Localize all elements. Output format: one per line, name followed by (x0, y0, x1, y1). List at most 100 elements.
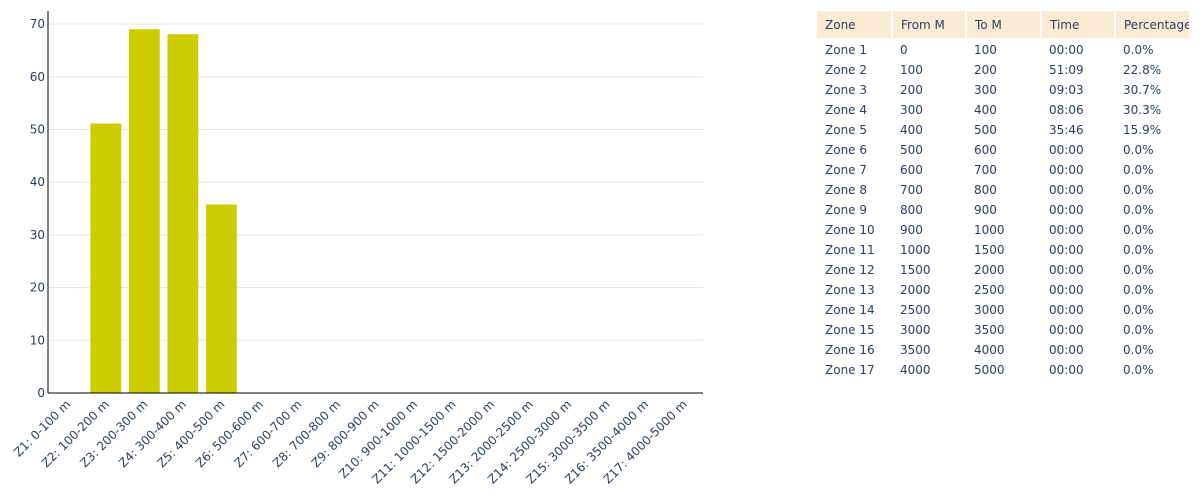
table-cell: Zone 12 (825, 263, 875, 277)
table-cell: 0.0% (1123, 323, 1154, 337)
table-row: Zone 5 400 500 35:46 15.9% (817, 120, 1189, 140)
table-cell: 800 (900, 203, 923, 217)
bar (205, 204, 237, 393)
table-cell: 00:00 (1049, 143, 1084, 157)
table-cell: Zone 5 (825, 123, 867, 137)
table-cell: 100 (974, 43, 997, 57)
zone-table: Zone From M To M Time Percentage Zone 1 0 100 0… (817, 11, 1189, 380)
table-cell: 00:00 (1049, 183, 1084, 197)
table-row: Zone 7 600 700 00:00 0.0% (817, 160, 1189, 180)
x-tick-label: Z2: 100-200 m (39, 397, 112, 470)
table-cell: Zone 1 (825, 43, 867, 57)
table-cell: 800 (974, 183, 997, 197)
table-cell: 0.0% (1123, 163, 1154, 177)
table-cell: 3000 (974, 303, 1005, 317)
table-cell: 2000 (900, 283, 931, 297)
y-tick-label: 60 (30, 70, 45, 84)
table-cell: 15.9% (1123, 123, 1162, 137)
table-cell: 00:00 (1049, 243, 1084, 257)
x-tick-label: Z3: 200-300 m (77, 397, 150, 470)
table-cell: 00:00 (1049, 283, 1084, 297)
y-axis-ticks: 0 10 20 30 40 50 60 70 (30, 17, 45, 400)
table-cell: 200 (974, 63, 997, 77)
table-cell: 900 (900, 223, 923, 237)
x-tick-label: Z9: 800-900 m (309, 397, 382, 470)
column-header: Zone (817, 11, 893, 38)
table-row: Zone 2 100 200 51:09 22.8% (817, 60, 1189, 80)
table-row: Zone 1 0 100 00:00 0.0% (817, 38, 1189, 60)
table-cell: 08:06 (1049, 103, 1084, 117)
table-cell: 00:00 (1049, 323, 1084, 337)
y-tick-label: 50 (30, 123, 45, 137)
table-cell: 0.0% (1123, 283, 1154, 297)
table-cell: 00:00 (1049, 43, 1084, 57)
table-row: Zone 3 200 300 09:03 30.7% (817, 80, 1189, 100)
table-row: Zone 12 1500 2000 00:00 0.0% (817, 260, 1189, 280)
table-cell: Zone 8 (825, 183, 867, 197)
table-row: Zone 15 3000 3500 00:00 0.0% (817, 320, 1189, 340)
y-tick-label: 30 (30, 228, 45, 242)
table-cell: 0.0% (1123, 183, 1154, 197)
bar (167, 34, 199, 394)
table-cell: 600 (974, 143, 997, 157)
table-cell: 00:00 (1049, 263, 1084, 277)
table-cell: 5000 (974, 363, 1005, 377)
table-cell: 0.0% (1123, 243, 1154, 257)
y-tick-label: 10 (30, 333, 45, 347)
table-cell: 00:00 (1049, 163, 1084, 177)
table-cell: Zone 3 (825, 83, 867, 97)
table-row: Zone 6 500 600 00:00 0.0% (817, 140, 1189, 160)
table-cell: 1000 (974, 223, 1005, 237)
table-cell: 00:00 (1049, 303, 1084, 317)
table-cell: 0.0% (1123, 143, 1154, 157)
table-cell: 4000 (900, 363, 931, 377)
table-cell: Zone 16 (825, 343, 875, 357)
table-cell: 30.3% (1123, 103, 1162, 117)
table-cell: 0.0% (1123, 223, 1154, 237)
table-cell: 0.0% (1123, 343, 1154, 357)
y-tick-label: 20 (30, 281, 45, 295)
x-axis-ticks: Z1: 0-100 mZ2: 100-200 mZ3: 200-300 mZ4:… (11, 397, 690, 486)
zone-table-grid: Zone From M To M Time Percentage Zone 1 0 100 0… (817, 11, 1189, 380)
table-cell: 400 (974, 103, 997, 117)
table-cell: 300 (974, 83, 997, 97)
column-header: From M (892, 11, 967, 38)
table-cell: 00:00 (1049, 363, 1084, 377)
table-cell: 0.0% (1123, 363, 1154, 377)
table-row: Zone 13 2000 2500 00:00 0.0% (817, 280, 1189, 300)
column-header: To M (966, 11, 1042, 38)
table-cell: Zone 9 (825, 203, 867, 217)
table-cell: 00:00 (1049, 343, 1084, 357)
column-header: Percentage (1115, 11, 1189, 38)
table-cell: 30.7% (1123, 83, 1162, 97)
table-cell: 00:00 (1049, 203, 1084, 217)
table-cell: 1500 (974, 243, 1005, 257)
table-cell: 1500 (900, 263, 931, 277)
table-cell: 51:09 (1049, 63, 1084, 77)
x-tick-label: Z4: 300-400 m (116, 397, 189, 470)
table-cell: Zone 2 (825, 63, 867, 77)
table-body: Zone 1 0 100 00:00 0.0% Zone 2 100 200 51:09 22.8… (817, 38, 1189, 380)
table-cell: Zone 7 (825, 163, 867, 177)
table-cell: 0.0% (1123, 43, 1154, 57)
x-tick-label: Z8: 700-800 m (270, 397, 343, 470)
x-tick-label: Z7: 600-700 m (231, 397, 304, 470)
y-tick-label: 0 (37, 386, 45, 400)
table-cell: 2500 (974, 283, 1005, 297)
table-row: Zone 11 1000 1500 00:00 0.0% (817, 240, 1189, 260)
table-cell: 200 (900, 83, 923, 97)
y-tick-label: 40 (30, 175, 45, 189)
table-cell: 1000 (900, 243, 931, 257)
table-cell: 00:00 (1049, 223, 1084, 237)
bar (128, 29, 160, 394)
table-cell: 600 (900, 163, 923, 177)
table-cell: 700 (974, 163, 997, 177)
table-cell: Zone 11 (825, 243, 875, 257)
bar-series (90, 29, 237, 394)
x-tick-label: Z5: 400-500 m (154, 397, 227, 470)
bar-chart: 0 10 20 30 40 50 60 70 Z1: 0-100 mZ2: 100-200 m… (11, 11, 703, 487)
table-cell: Zone 17 (825, 363, 875, 377)
table-cell: 3500 (900, 343, 931, 357)
table-cell: 2500 (900, 303, 931, 317)
table-cell: Zone 13 (825, 283, 875, 297)
